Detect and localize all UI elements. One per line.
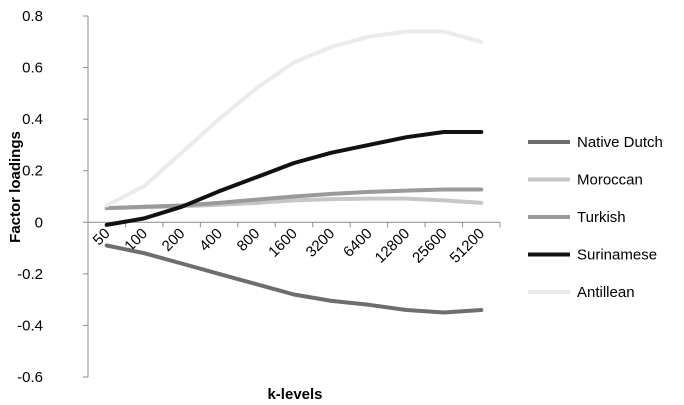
- y-tick-label: 0.2: [22, 163, 43, 180]
- x-tick-label: 12800: [372, 225, 414, 267]
- series-line-turkish: [104, 187, 484, 211]
- series-lines: [104, 29, 484, 315]
- x-tick-label: 51200: [447, 225, 489, 267]
- legend-label: Native Dutch: [577, 134, 663, 151]
- x-tick-label: 400: [196, 225, 226, 255]
- x-axis-title: k-levels: [267, 386, 322, 403]
- y-axis-ticks: -0.6 -0.4 -0.2 0 0.2 0.4 0.6 0.8: [17, 8, 88, 386]
- legend-label: Moroccan: [577, 172, 643, 189]
- legend-label: Antillean: [577, 284, 635, 301]
- y-tick-label: 0: [35, 214, 43, 231]
- x-tick-label: 800: [234, 225, 264, 255]
- y-tick-label: 0.4: [22, 111, 43, 128]
- y-tick-label: 0.8: [22, 8, 43, 25]
- y-tick-label: -0.6: [17, 369, 43, 386]
- x-tick-label: 3200: [303, 225, 339, 261]
- x-tick-label: 25600: [409, 225, 451, 267]
- series-line-native-dutch: [104, 243, 484, 315]
- series-line-antillean: [104, 29, 484, 208]
- y-axis-title: Factor loadings: [7, 131, 24, 243]
- x-axis-ticks: 50 100 200 400 800 1600 3200 640012800256005120…: [87, 222, 501, 267]
- x-tick-label: 200: [159, 225, 189, 255]
- x-tick-label: 6400: [340, 225, 376, 261]
- y-tick-label: -0.2: [17, 266, 43, 283]
- legend-label: Surinamese: [577, 247, 657, 264]
- legend-label: Turkish: [577, 209, 626, 226]
- y-tick-label: 0.6: [22, 60, 43, 77]
- series-line-surinamese: [104, 130, 484, 227]
- y-tick-label: -0.4: [17, 317, 43, 334]
- x-tick-label: 1600: [265, 225, 301, 261]
- legend: Native Dutch Moroccan Turkish Surinamese Ant…: [528, 134, 663, 301]
